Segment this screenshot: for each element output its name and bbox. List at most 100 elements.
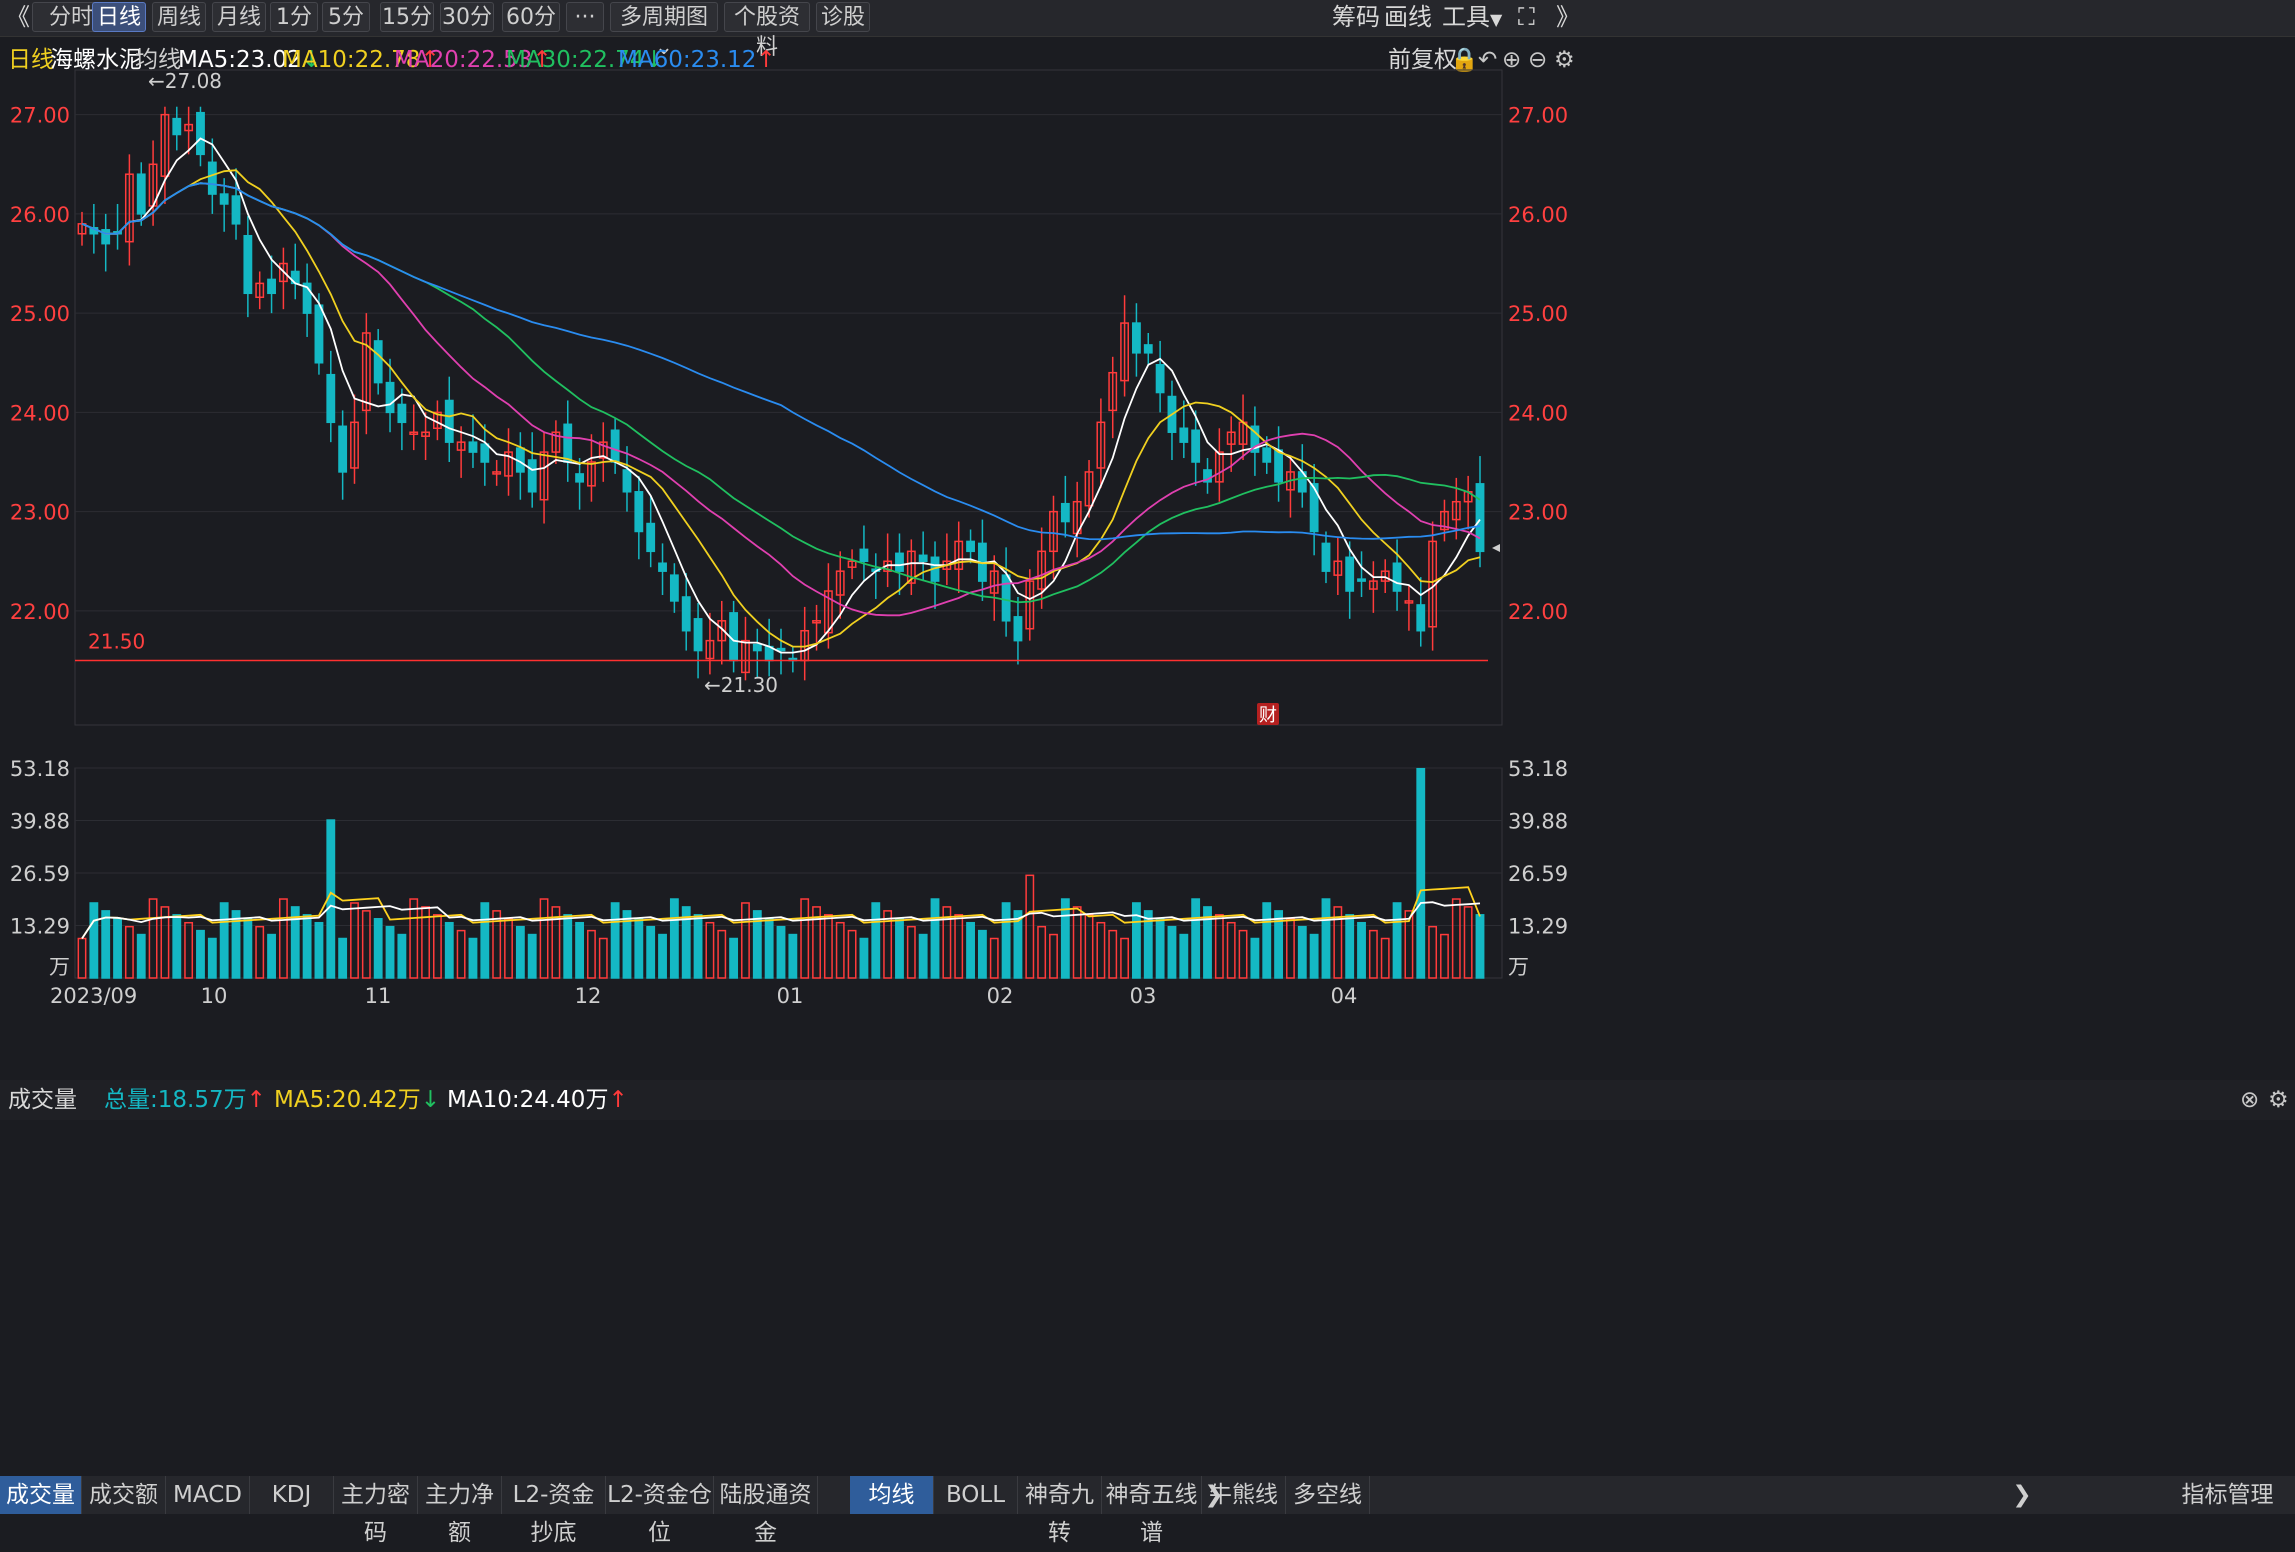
period-tab-2[interactable]: 周线 <box>152 2 206 32</box>
undo-icon[interactable]: ↶ <box>1478 47 1498 73</box>
indicator-tab-4[interactable]: 主力密码 <box>334 1476 418 1546</box>
price-cursor-marker <box>1492 544 1500 552</box>
period-tab-1[interactable]: 日线 <box>92 2 146 32</box>
candle-up <box>160 113 170 177</box>
price-tick-left: 23.00 <box>10 501 70 525</box>
period-tab-6[interactable]: 15分 <box>380 2 434 32</box>
candle-up <box>823 590 833 634</box>
volume-bar <box>314 921 324 979</box>
volume-bar <box>409 898 419 979</box>
candle-down <box>231 195 241 225</box>
period-tab-9[interactable]: ··· <box>566 2 604 32</box>
volume-bar <box>1333 906 1343 979</box>
indicator-tab-5[interactable]: 主力净额 <box>418 1476 502 1546</box>
ma5-value: MA5:23.02↓ <box>178 47 322 73</box>
candle-up <box>717 620 727 642</box>
volume-bar <box>1368 929 1378 979</box>
candle-down <box>480 443 490 463</box>
fullscreen-icon[interactable]: ⛶ <box>1518 3 1535 31</box>
volume-ma5: MA5:20.42万↓ <box>274 1087 441 1113</box>
period-tab-5[interactable]: 5分 <box>322 2 370 32</box>
candle-down <box>1013 616 1023 642</box>
candle-down <box>101 229 111 245</box>
volume-bar <box>895 918 904 979</box>
expand-right-icon[interactable]: 》 <box>1556 3 1580 31</box>
volume-bar <box>954 914 964 979</box>
stock-info-button[interactable]: 个股资料 <box>724 2 810 60</box>
volume-bar <box>1451 898 1461 979</box>
finance-badge-bg <box>1257 703 1279 725</box>
diagnose-button[interactable]: 诊股 <box>816 2 870 32</box>
indicator-tab-2[interactable]: MACD <box>166 1476 250 1514</box>
close-icon[interactable]: ⊗ <box>2240 1087 2260 1113</box>
volume-bar <box>859 937 869 979</box>
adjust-button[interactable]: 前复权 <box>1388 47 1457 73</box>
indicator-tab-3[interactable]: KDJ <box>250 1476 334 1514</box>
arrow-up-icon: ↑ <box>420 47 440 73</box>
indicator-tab-6[interactable]: L2-资金抄底 <box>502 1476 606 1546</box>
period-tab-4[interactable]: 1分 <box>270 2 318 32</box>
candle-up <box>906 550 916 584</box>
chip-button[interactable]: 筹码 <box>1332 3 1380 31</box>
x-axis-label: 03 <box>1130 984 1157 1008</box>
volume-bar <box>160 906 170 979</box>
back-icon[interactable]: 《 <box>6 3 30 31</box>
arrow-down-icon: ↓ <box>301 47 322 73</box>
overlay-tab-4[interactable]: 牛熊线 <box>1202 1476 1286 1514</box>
volume-bar <box>1025 874 1035 979</box>
overlay-tab-2[interactable]: 神奇九转 <box>1018 1476 1102 1546</box>
candle-down <box>196 111 205 156</box>
candle-down <box>622 469 632 493</box>
settings-icon[interactable]: ⚙ <box>1554 47 1575 73</box>
indicator-tab-7[interactable]: L2-资金仓位 <box>606 1476 714 1546</box>
draw-line-button[interactable]: 画线 <box>1384 3 1432 31</box>
zoom-out-icon[interactable]: ⊖ <box>1528 47 1548 73</box>
price-tick-left: 27.00 <box>10 104 70 128</box>
overlay-tab-3[interactable]: 神奇五线谱 <box>1102 1476 1202 1546</box>
indicator-tab-0[interactable]: 成交量 <box>0 1476 82 1514</box>
period-tab-3[interactable]: 月线 <box>212 2 266 32</box>
candle-down <box>373 340 383 384</box>
candle-down <box>681 596 691 632</box>
indicator-tab-1[interactable]: 成交额 <box>82 1476 166 1514</box>
ma-title[interactable]: 均线 <box>135 47 181 73</box>
volume-header: 成交量 总量:18.57万↑ MA5:20.42万↓ MA10:24.40万↑ … <box>0 1080 2295 1120</box>
candle-down <box>1203 469 1212 483</box>
candle-down <box>966 540 975 553</box>
stock-name: 海螺水泥 <box>50 47 142 73</box>
scroll-right-icon[interactable]: ❯ <box>1204 1482 1224 1508</box>
candle-down <box>219 193 229 205</box>
kline-chart[interactable]: 27.00 27.00 26.00 26.00 25.00 25.00 24.00 24.00… <box>0 0 2295 1514</box>
scroll-right-icon[interactable]: ❯ <box>2012 1482 2032 1508</box>
zoom-in-icon[interactable]: ⊕ <box>1502 47 1522 73</box>
overlay-tab-5[interactable]: 多空线 <box>1286 1476 1370 1514</box>
overlay-tab-1[interactable]: BOLL <box>934 1476 1018 1514</box>
candle-down <box>859 548 869 562</box>
candle-up <box>812 620 821 624</box>
tools-button[interactable]: 工具▼ <box>1442 2 1502 32</box>
volume-bar <box>1132 902 1141 979</box>
multi-period-button[interactable]: 多周期图 ⌄ <box>610 2 718 60</box>
volume-bar <box>930 898 940 979</box>
volume-bar <box>480 902 490 979</box>
candle-up <box>741 639 750 674</box>
lock-icon[interactable]: 🔒 <box>1450 47 1479 73</box>
candle-down <box>527 459 537 493</box>
candle-down <box>1357 578 1366 582</box>
candle-down <box>1309 483 1319 533</box>
settings-icon[interactable]: ⚙ <box>2268 1087 2289 1113</box>
ma20-value: MA20:22.53↑ <box>394 47 552 73</box>
indicator-tab-8[interactable]: 陆股通资金 <box>714 1476 818 1546</box>
candle-up <box>184 123 194 132</box>
volume-bar <box>1060 898 1070 979</box>
period-tab-7[interactable]: 30分 <box>440 2 494 32</box>
volume-bar <box>255 925 265 979</box>
candle-up <box>1333 560 1343 576</box>
volume-bar <box>776 925 786 979</box>
period-tab-8[interactable]: 60分 <box>502 2 560 32</box>
indicator-manage-button[interactable]: 指标管理 <box>2181 1482 2274 1508</box>
candle-down <box>1416 604 1426 632</box>
overlay-tab-0[interactable]: 均线 <box>850 1476 934 1514</box>
candle-up <box>1451 500 1461 521</box>
ma10-line <box>81 169 1481 648</box>
